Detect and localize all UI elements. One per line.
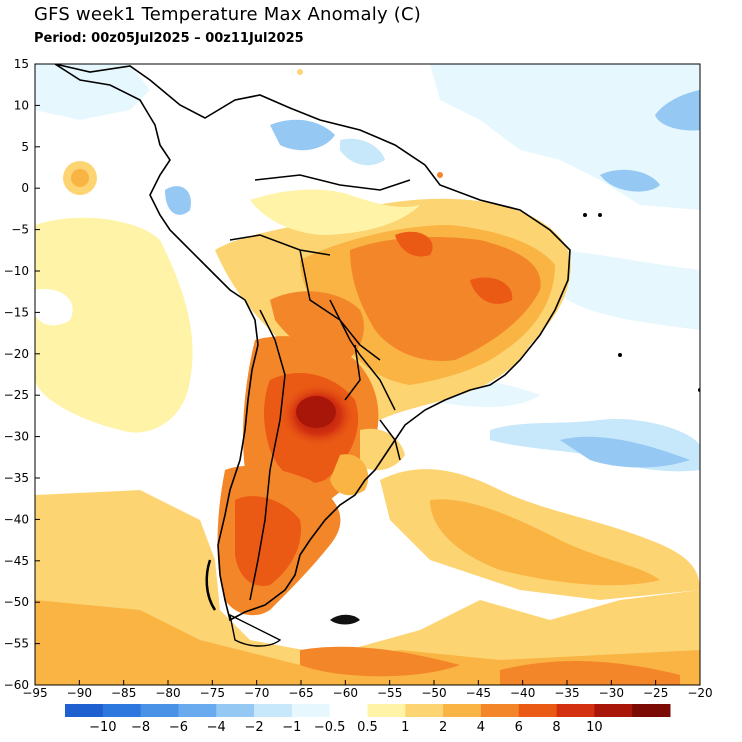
x-tick-label: −30 <box>599 686 624 700</box>
colorbar-bin <box>291 704 331 717</box>
colorbar-label: −10 <box>89 720 116 735</box>
x-tick-label: −25 <box>643 686 668 700</box>
colorbar-label: −6 <box>169 720 188 735</box>
x-tick-label: −60 <box>333 686 358 700</box>
colorbar-bin <box>178 704 217 717</box>
colorbar-bin <box>329 704 368 717</box>
colorbar-bin <box>216 704 255 717</box>
y-tick-label: −40 <box>4 512 29 526</box>
x-tick-label: −55 <box>377 686 402 700</box>
x-axis: −95 −90 −85 −80 −75 −70 −65 −60 −55 −50 −45 −40 −35 −… <box>22 680 713 700</box>
colorbar-bin <box>102 704 142 717</box>
x-tick-label: −65 <box>288 686 313 700</box>
colorbar-label: 8 <box>552 720 560 735</box>
x-tick-label: −75 <box>200 686 225 700</box>
x-tick-label: −35 <box>554 686 579 700</box>
colorbar-bin <box>65 704 104 717</box>
colorbar-bin <box>254 704 293 717</box>
colorbar-bin <box>594 704 633 717</box>
y-axis: 15 10 5 0 −5 −10 −15 −20 −25 −30 −35 −40 −45 −50 −55 −6… <box>4 57 40 692</box>
chart-title: GFS week1 Temperature Max Anomaly (C) <box>34 4 421 25</box>
x-tick-label: −70 <box>244 686 269 700</box>
y-tick-label: −45 <box>4 554 29 568</box>
y-tick-label: −35 <box>4 471 29 485</box>
colorbar-bin <box>556 704 595 717</box>
y-tick-label: 10 <box>14 98 29 112</box>
colorbar-label: −4 <box>207 720 226 735</box>
y-tick-label: −15 <box>4 305 29 319</box>
map-field <box>35 64 700 685</box>
colorbar-label: 2 <box>439 720 447 735</box>
colorbar-bin <box>140 704 179 717</box>
colorbar-bin <box>518 704 558 717</box>
continent-coastline <box>54 64 571 622</box>
x-tick-label: −80 <box>155 686 180 700</box>
y-tick-label: 15 <box>14 57 29 71</box>
colorbar-bin <box>632 704 671 717</box>
x-tick-label: −40 <box>510 686 535 700</box>
y-tick-label: −10 <box>4 264 29 278</box>
plot-frame <box>34 63 701 686</box>
y-tick-label: −55 <box>4 637 29 651</box>
colorbar-label: 4 <box>477 720 485 735</box>
y-tick-label: −50 <box>4 595 29 609</box>
y-tick-label: 0 <box>21 181 29 195</box>
y-tick-label: −25 <box>4 388 29 402</box>
colorbar: −10 −8 −6 −4 −2 −1 −0.5 0.5 1 2 4 6 8 10 <box>65 704 671 735</box>
colorbar-label: −1 <box>282 720 301 735</box>
colorbar-bin <box>480 704 520 717</box>
chart-subtitle: Period: 00z05Jul2025 – 00z11Jul2025 <box>34 31 304 46</box>
x-tick-label: −95 <box>22 686 47 700</box>
colorbar-label: 6 <box>515 720 523 735</box>
colorbar-label: −8 <box>131 720 150 735</box>
x-tick-label: −50 <box>421 686 446 700</box>
y-tick-label: −5 <box>11 223 29 237</box>
y-tick-label: −20 <box>4 347 29 361</box>
x-tick-label: −85 <box>111 686 136 700</box>
colorbar-label: −2 <box>244 720 263 735</box>
colorbar-label: 10 <box>586 720 603 735</box>
colorbar-bin <box>405 704 444 717</box>
x-tick-label: −90 <box>67 686 92 700</box>
y-tick-label: −60 <box>4 678 29 692</box>
colorbar-bin <box>367 704 406 717</box>
colorbar-bin <box>443 704 482 717</box>
colorbar-label: 0.5 <box>357 720 378 735</box>
y-tick-label: 5 <box>21 140 29 154</box>
country-borders <box>229 174 411 601</box>
y-tick-label: −30 <box>4 430 29 444</box>
colorbar-label: −0.5 <box>314 720 346 735</box>
colorbar-label: 1 <box>401 720 409 735</box>
x-tick-label: −45 <box>466 686 491 700</box>
x-tick-label: −20 <box>687 686 712 700</box>
